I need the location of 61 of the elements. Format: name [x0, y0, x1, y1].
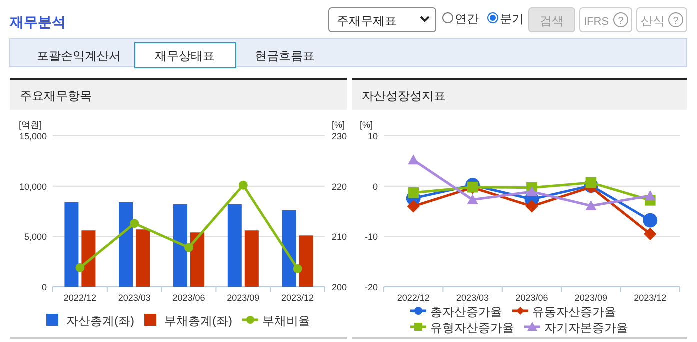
point: [238, 180, 248, 190]
bar: [136, 230, 150, 287]
y-tick-label: 15,000: [19, 132, 47, 142]
legend-label: 유동자산증가율: [532, 305, 616, 319]
legend-label: 총자산증가율: [430, 305, 502, 319]
legend-label: 부채총계(좌): [164, 314, 232, 328]
y-tick-label: 10: [368, 132, 378, 142]
bar: [82, 230, 96, 287]
x-tick-label: 2023/12: [282, 293, 314, 303]
y-tick-label: 0: [42, 282, 47, 292]
bar: [282, 210, 296, 287]
y2-tick-label: 230: [332, 132, 348, 142]
bar: [190, 232, 204, 287]
point: [408, 154, 420, 165]
bar: [64, 202, 79, 287]
bar: [244, 230, 259, 287]
x-tick-label: 2023/03: [456, 293, 490, 303]
point: [76, 263, 85, 272]
bar: [228, 204, 242, 287]
x-tick-label: 2023/09: [574, 293, 608, 303]
x-tick-label: 2023/03: [118, 293, 151, 303]
y-tick-label: 5,000: [24, 232, 47, 242]
y2-axis-title: [%]: [332, 120, 346, 130]
legend-label: 유형자산증가율: [430, 321, 514, 335]
point: [408, 187, 419, 198]
chart-title: 자산성장성지표: [362, 89, 446, 103]
y-axis-title: [억원]: [18, 120, 42, 130]
y-tick-label: 0: [372, 182, 378, 192]
bar: [174, 204, 188, 287]
point: [644, 190, 656, 200]
point: [184, 243, 194, 252]
x-tick-label: 2023/06: [516, 293, 548, 303]
point: [644, 228, 657, 240]
legend-label: 자산총계(좌): [66, 314, 134, 328]
y-axis-title: [%]: [360, 120, 373, 130]
x-tick-label: 2022/12: [397, 293, 430, 303]
x-tick-label: 2023/06: [172, 293, 206, 303]
point: [293, 264, 302, 274]
x-tick-label: 2023/12: [634, 293, 667, 303]
x-tick-label: 2023/09: [227, 293, 260, 303]
point: [643, 213, 658, 228]
x-tick-label: 2022/12: [64, 293, 96, 303]
y-tick-label: -10: [364, 232, 378, 242]
y-tick-label: -20: [364, 282, 378, 292]
y2-tick-label: 200: [332, 282, 348, 292]
point: [586, 200, 597, 210]
bar: [299, 236, 314, 287]
point: [407, 200, 420, 213]
point: [526, 186, 538, 196]
legend-label: 자기자본증가율: [544, 321, 628, 335]
y2-tick-label: 210: [332, 232, 348, 242]
bar: [119, 202, 134, 287]
y-tick-label: 10,000: [19, 182, 47, 192]
point: [526, 200, 538, 213]
point: [467, 194, 478, 204]
point: [586, 177, 597, 188]
y2-tick-label: 220: [332, 182, 348, 192]
chart-title: 주요재무항목: [20, 89, 92, 103]
point: [130, 219, 140, 228]
legend-label: 부채비율: [262, 314, 310, 328]
page-header: 재무분석 주재무제표 연간 분기 검색 IFRS ? 산식 ? 포괄손익계산서 재무상태표 현금흐름표: [10, 8, 688, 68]
